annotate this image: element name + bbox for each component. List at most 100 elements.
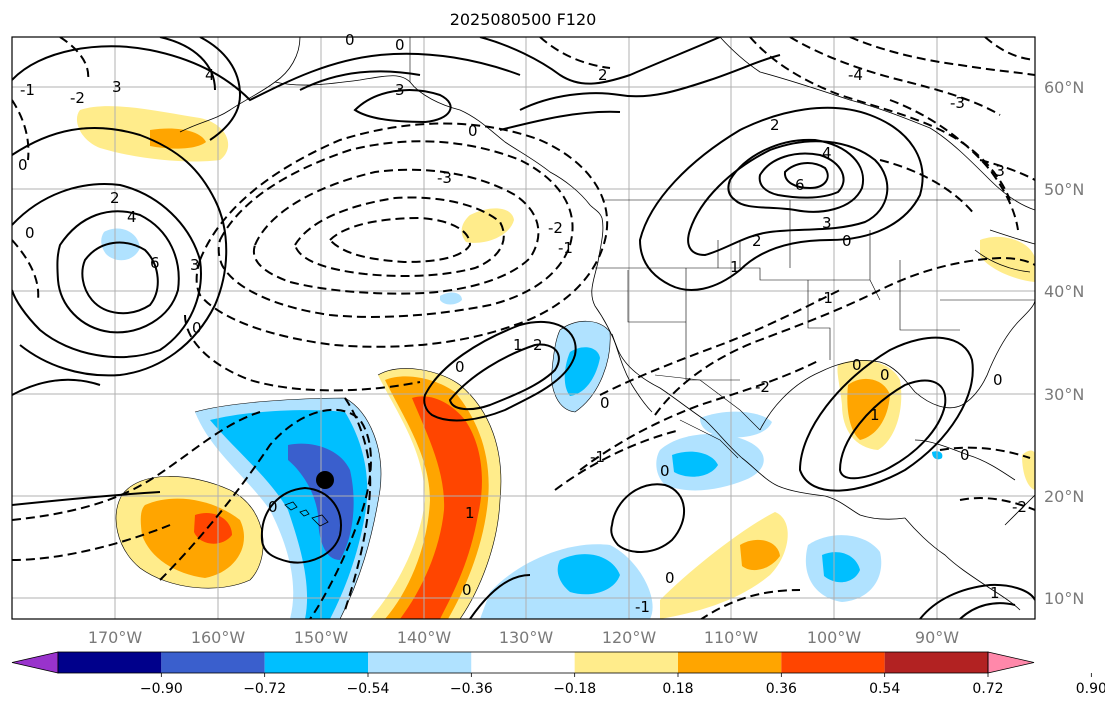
- colorbar: [11, 651, 1035, 674]
- contour-label: 0: [18, 156, 28, 174]
- anomaly-shading-outlines: [115, 320, 611, 619]
- lon-label: 90°W: [915, 628, 959, 647]
- shade-positive-south: [660, 512, 788, 619]
- colorbar-label: −0.18: [553, 681, 596, 697]
- contour-label: -1: [635, 598, 650, 616]
- contour-label: 2: [752, 232, 762, 250]
- lon-label: 150°W: [294, 628, 349, 647]
- shade-negative-east-pacific-core: [822, 552, 860, 583]
- shade-positive-south-core: [740, 539, 780, 571]
- gridlines: [12, 37, 1035, 619]
- colorbar-extend-high: [987, 651, 1035, 674]
- colorbar-segment: [161, 652, 265, 673]
- contour-label: 0: [960, 446, 970, 464]
- colorbar-label: 0.36: [766, 681, 797, 697]
- contour-label: 1: [513, 336, 523, 354]
- lat-label: 20°N: [1044, 487, 1084, 506]
- latitude-labels: 60°N 50°N 40°N 30°N 20°N 10°N: [1044, 78, 1084, 608]
- lat-label: 50°N: [1044, 180, 1084, 199]
- contour-label: -3: [950, 94, 965, 112]
- lon-label: 130°W: [499, 628, 554, 647]
- contour-label: -3: [437, 169, 452, 187]
- contour-label: 0: [852, 356, 862, 374]
- contours-positive: [12, 37, 1035, 619]
- contour-label: 3: [112, 78, 122, 96]
- lon-label: 140°W: [397, 628, 452, 647]
- contour-label: 6: [150, 254, 160, 272]
- contour-label: 0: [468, 122, 478, 140]
- lat-label: 60°N: [1044, 78, 1084, 97]
- contour-label: -4: [848, 66, 863, 84]
- colorbar-label: 0.90: [1076, 681, 1105, 697]
- contour-label: 0: [993, 371, 1003, 389]
- contour-label: 0: [192, 319, 202, 337]
- colorbar-label: −0.36: [450, 681, 493, 697]
- colorbar-segment: [781, 652, 885, 673]
- contour-label: 1: [730, 258, 740, 276]
- colorbar-label: −0.54: [347, 681, 390, 697]
- contour-label: 4: [205, 66, 215, 84]
- lon-label: 160°W: [191, 628, 246, 647]
- contour-label: 0: [842, 232, 852, 250]
- shade-negative-west: [101, 228, 140, 261]
- contour-label: 0: [345, 31, 355, 49]
- contour-label: 3: [822, 214, 832, 232]
- colorbar-labels: −0.90 −0.72 −0.54 −0.36 −0.18 0.18 0.36 0.54 0.7…: [140, 673, 1105, 697]
- contour-label: 0: [600, 394, 610, 412]
- colorbar-label: 0.54: [869, 681, 900, 697]
- contour-label: 3: [395, 81, 405, 99]
- colorbar-segment: [368, 652, 472, 673]
- shade-negative-mexico-core: [672, 451, 718, 477]
- lon-label: 120°W: [602, 628, 657, 647]
- contour-label: 2: [110, 189, 120, 207]
- shade-positive-band-core: [400, 396, 482, 619]
- shade-positive-southeast: [1022, 450, 1035, 490]
- contour-label: 2: [598, 66, 608, 84]
- contour-label: 3: [190, 256, 200, 274]
- colorbar-frame: [57, 651, 989, 674]
- borders: [409, 37, 1035, 459]
- colorbar-label: 0.18: [662, 681, 693, 697]
- contour-label: 1: [870, 406, 880, 424]
- colorbar-segment: [264, 652, 368, 673]
- contour-label: 0: [268, 498, 278, 516]
- contour-label: 4: [822, 144, 832, 162]
- contour-labels: 0 0 2 3 -4 -3 -3 -3 0 -2 -1 2 6 4 3 2 1 …: [18, 31, 1027, 616]
- colorbar-segment: [574, 652, 678, 673]
- colorbar-label: −0.90: [140, 681, 183, 697]
- lon-label: 100°W: [807, 628, 862, 647]
- contour-label: 0: [665, 569, 675, 587]
- shade-positive-alaska-core: [150, 128, 206, 149]
- shade-negative-south-core: [557, 554, 620, 595]
- contour-label: 1: [465, 504, 475, 522]
- colorbar-segment: [471, 652, 575, 673]
- contour-label: -2: [755, 378, 770, 396]
- contour-label: -2: [1012, 498, 1027, 516]
- colorbar-segment: [678, 652, 782, 673]
- contour-label: -1: [590, 448, 605, 466]
- contour-label: 1: [990, 584, 1000, 602]
- contour-label: -2: [548, 219, 563, 237]
- shade-negative-gulf: [700, 411, 772, 438]
- shade-positive-pacific: [461, 208, 514, 243]
- shade-negative-small: [440, 292, 462, 305]
- colorbar-segment: [884, 652, 988, 673]
- contour-label: 0: [660, 462, 670, 480]
- contour-label: 2: [770, 116, 780, 134]
- contour-label: -2: [70, 89, 85, 107]
- contour-label: 0: [880, 366, 890, 384]
- contours-negative: [12, 37, 1035, 619]
- lon-label: 170°W: [88, 628, 143, 647]
- contour-label: 6: [795, 176, 805, 194]
- colorbar-extend-low: [11, 651, 59, 674]
- colorbar-label: −0.72: [243, 681, 286, 697]
- map-title: 2025080500 F120: [449, 10, 597, 29]
- contour-label: -1: [20, 81, 35, 99]
- longitude-labels: 170°W 160°W 150°W 140°W 130°W 120°W 110°…: [88, 628, 959, 647]
- shade-positive-hawaii-west-core: [194, 512, 232, 544]
- contour-label: -1: [818, 289, 833, 307]
- storm-marker-icon: [316, 471, 334, 489]
- contour-label: 0: [395, 36, 405, 54]
- contour-label: 0: [25, 224, 35, 242]
